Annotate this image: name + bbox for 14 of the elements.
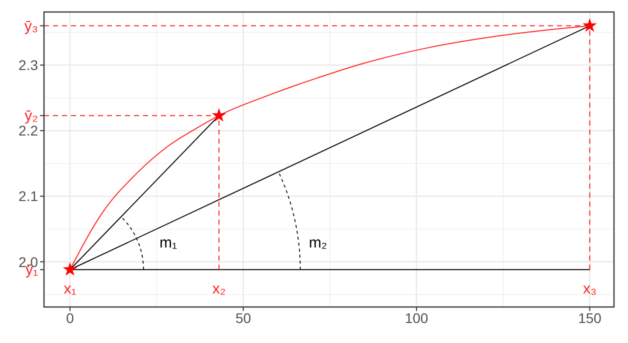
x-tick-label: 150 xyxy=(578,310,602,326)
x-tick-label: 50 xyxy=(235,310,252,326)
annotation: x₁ xyxy=(64,280,76,298)
x-tick-label: 0 xyxy=(66,310,74,326)
y-tick-label: 2.1 xyxy=(18,188,38,204)
annotation: m₂ xyxy=(308,234,328,252)
y-tick-label: 2.3 xyxy=(18,57,38,74)
y-tick-label: ȳ₃ xyxy=(24,18,38,35)
y-tick-label: ȳ₂ xyxy=(24,108,38,125)
annotation: x₃ xyxy=(582,280,597,298)
annotation: m₁ xyxy=(159,234,178,252)
y-tick-label: 2.2 xyxy=(18,122,38,139)
x-tick-label: 100 xyxy=(404,310,428,326)
annotation: x₂ xyxy=(212,280,226,298)
